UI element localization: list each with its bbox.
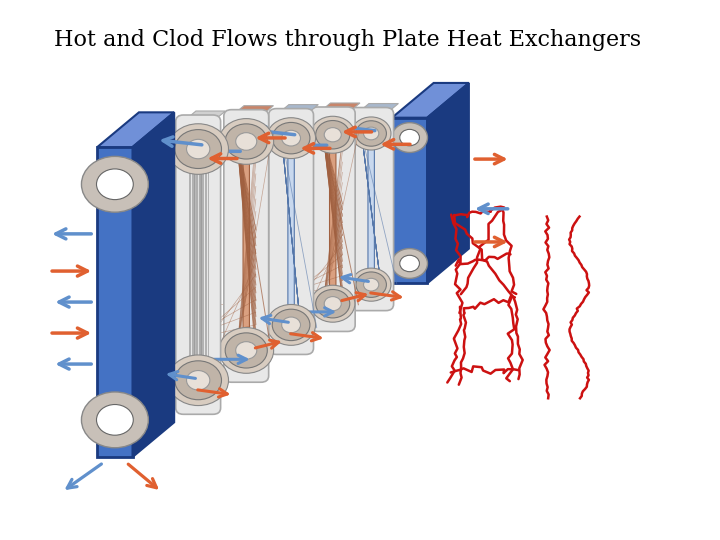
Circle shape: [272, 123, 310, 154]
Circle shape: [272, 309, 310, 341]
Circle shape: [96, 404, 133, 435]
Circle shape: [186, 139, 210, 159]
FancyBboxPatch shape: [310, 107, 355, 332]
Circle shape: [235, 342, 257, 359]
Circle shape: [282, 317, 300, 333]
Polygon shape: [356, 104, 398, 114]
Polygon shape: [184, 111, 225, 122]
Circle shape: [315, 120, 350, 149]
FancyBboxPatch shape: [284, 130, 297, 333]
Circle shape: [175, 361, 222, 400]
Polygon shape: [427, 83, 469, 284]
Circle shape: [310, 285, 355, 322]
Circle shape: [324, 296, 341, 311]
Circle shape: [81, 392, 148, 448]
FancyBboxPatch shape: [240, 131, 253, 361]
Circle shape: [219, 328, 274, 373]
Polygon shape: [392, 83, 469, 118]
Circle shape: [96, 169, 133, 200]
Circle shape: [266, 118, 315, 159]
FancyBboxPatch shape: [176, 115, 220, 414]
Circle shape: [400, 130, 420, 146]
Polygon shape: [97, 112, 174, 147]
Polygon shape: [132, 112, 174, 457]
Circle shape: [219, 119, 274, 164]
Circle shape: [392, 123, 428, 152]
Polygon shape: [318, 103, 360, 113]
FancyBboxPatch shape: [392, 118, 427, 284]
Circle shape: [81, 157, 148, 212]
Circle shape: [175, 130, 222, 168]
FancyBboxPatch shape: [224, 110, 269, 382]
Polygon shape: [232, 106, 274, 116]
FancyBboxPatch shape: [365, 129, 377, 289]
Circle shape: [235, 133, 257, 150]
Circle shape: [168, 355, 228, 406]
FancyBboxPatch shape: [97, 147, 132, 457]
Circle shape: [168, 124, 228, 174]
FancyBboxPatch shape: [348, 107, 394, 310]
Circle shape: [266, 305, 315, 345]
Circle shape: [364, 127, 379, 140]
FancyBboxPatch shape: [269, 109, 313, 354]
Circle shape: [225, 333, 267, 368]
Circle shape: [400, 255, 420, 272]
FancyBboxPatch shape: [192, 137, 204, 393]
Polygon shape: [276, 105, 318, 115]
Circle shape: [356, 121, 387, 146]
Circle shape: [186, 370, 210, 390]
FancyBboxPatch shape: [326, 129, 339, 310]
Circle shape: [282, 130, 300, 146]
Circle shape: [310, 116, 355, 153]
Circle shape: [392, 248, 428, 279]
Circle shape: [356, 272, 387, 298]
Circle shape: [315, 289, 350, 318]
Circle shape: [225, 124, 267, 159]
Circle shape: [351, 268, 391, 301]
Circle shape: [324, 127, 341, 142]
Text: Hot and Clod Flows through Plate Heat Exchangers: Hot and Clod Flows through Plate Heat Ex…: [54, 30, 641, 51]
Circle shape: [364, 278, 379, 291]
Circle shape: [351, 117, 391, 150]
